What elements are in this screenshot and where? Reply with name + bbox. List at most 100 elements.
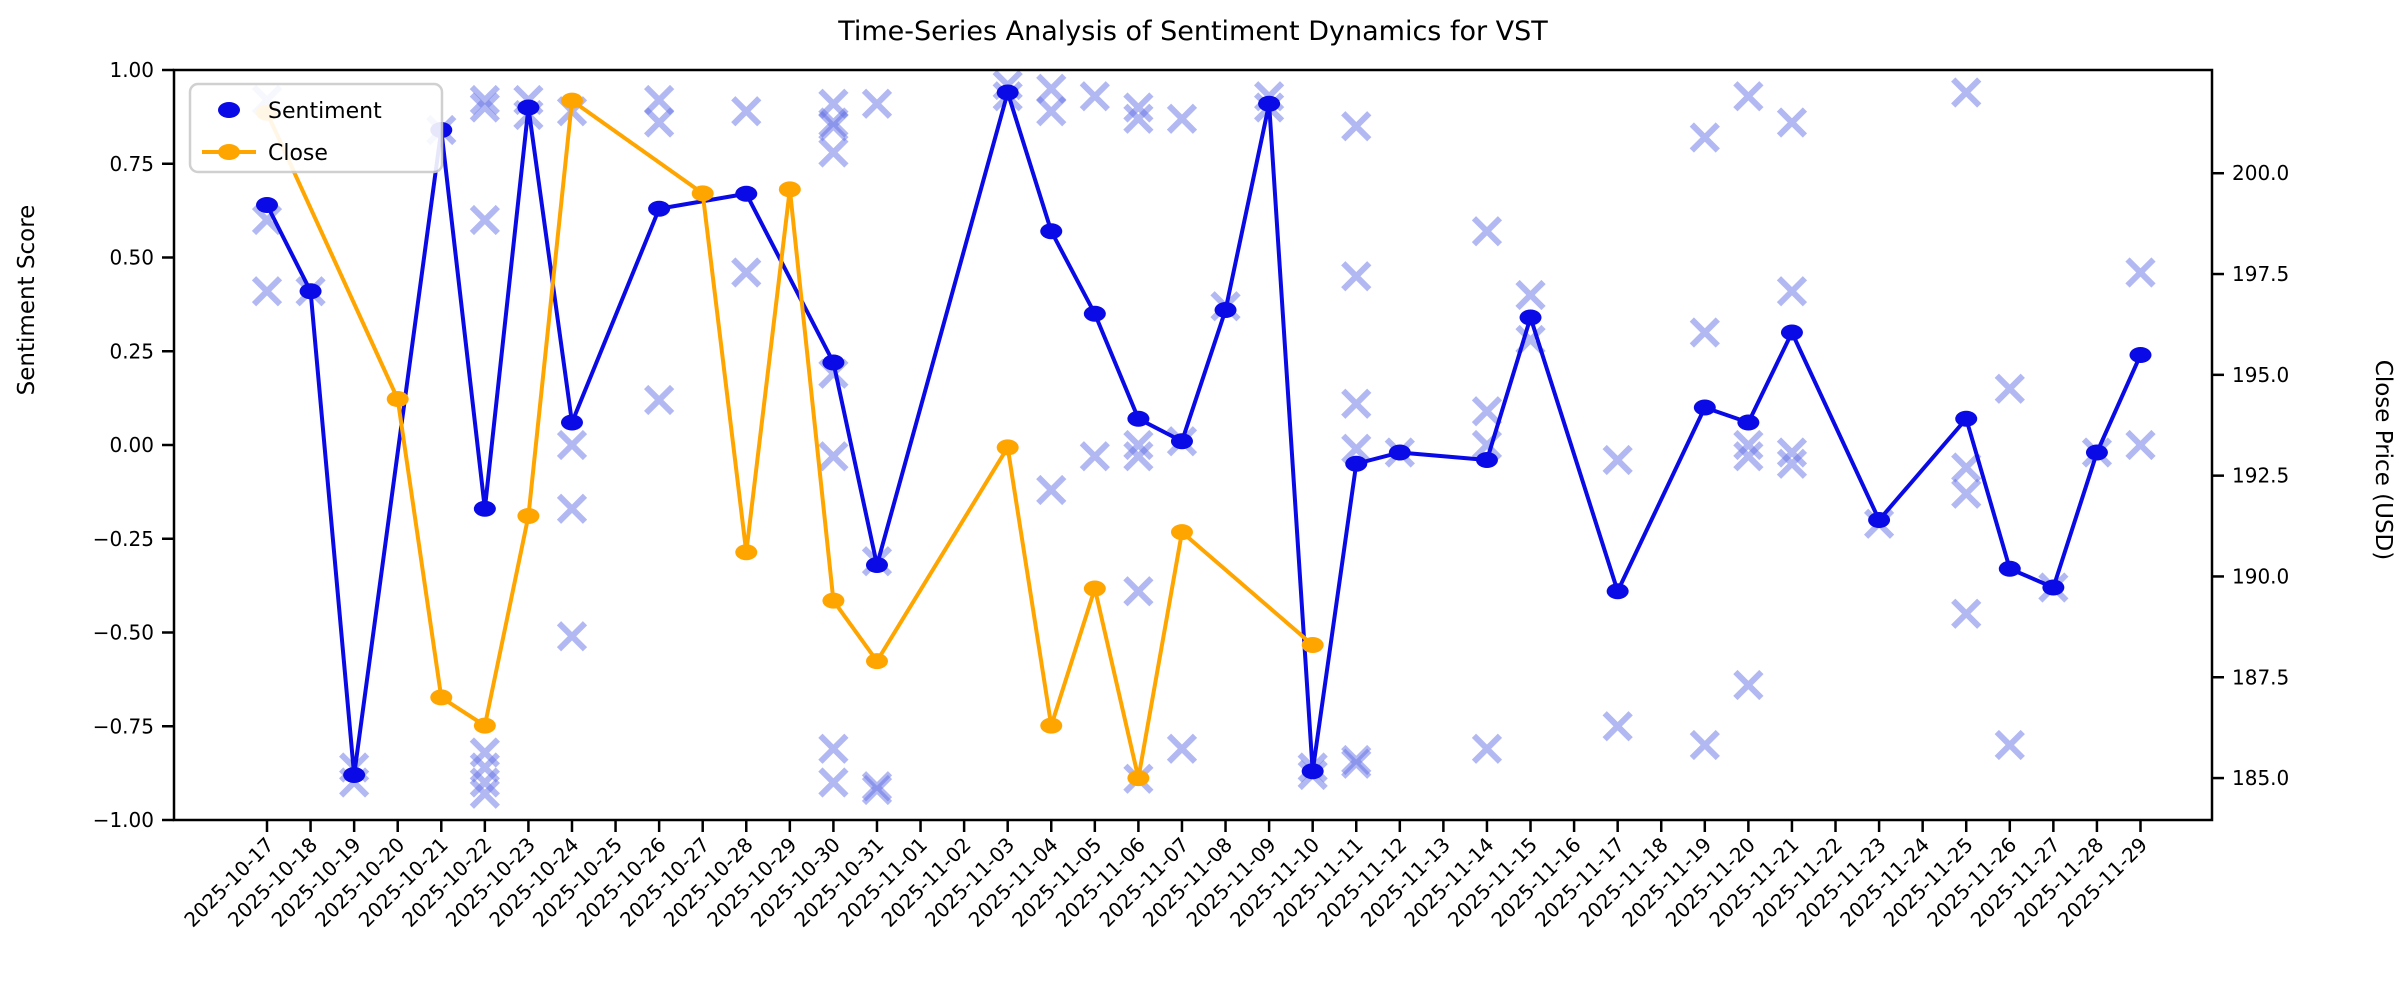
- sentiment-x-mark: [1123, 429, 1154, 461]
- sentiment-x-mark: [1036, 73, 1067, 104]
- sentiment-x-mark: [469, 767, 500, 798]
- sentiment-x-mark: [1123, 103, 1154, 134]
- legend: Sentiment Close: [188, 82, 444, 174]
- close-series-marker: [517, 507, 540, 524]
- sentiment-x-mark: [1471, 216, 1503, 247]
- close-series-marker: [735, 544, 758, 561]
- close-series-marker: [1083, 580, 1106, 597]
- sentiment-x-mark: [1341, 433, 1372, 464]
- sentiment-x-mark: [1079, 441, 1110, 472]
- sentiment-x-mark: [644, 384, 675, 416]
- sentiment-x-mark: [1036, 474, 1067, 506]
- sentiment-x-mark: [1341, 388, 1372, 419]
- y-tick-label-left: 0.00: [109, 433, 154, 457]
- close-series-marker: [865, 653, 888, 670]
- y-tick-label-left: 0.50: [109, 246, 154, 270]
- y-tick-label-right: 197.5: [2232, 262, 2289, 286]
- close-series-marker: [386, 391, 409, 408]
- sentiment-x-mark: [1341, 748, 1372, 779]
- close-series: [256, 92, 1324, 787]
- sentiment-x-mark: [1123, 92, 1154, 123]
- sentiment-series-marker: [1606, 583, 1629, 600]
- plot-border: [172, 68, 2214, 822]
- close-series-marker: [560, 92, 583, 109]
- legend-label: Close: [268, 141, 328, 166]
- sentiment-x-mark: [731, 257, 762, 288]
- sentiment-series-marker: [1519, 309, 1542, 326]
- sentiment-series-marker: [1345, 455, 1368, 472]
- sentiment-series-marker: [1170, 433, 1193, 450]
- y-tick-label-right: 192.5: [2232, 464, 2289, 488]
- sentiment-series-marker: [1868, 512, 1891, 528]
- sentiment-x-mark: [1994, 373, 2025, 404]
- sentiment-series-marker: [517, 99, 540, 116]
- y-tick-label-left: −1.00: [93, 808, 154, 832]
- sentiment-x-mark: [556, 621, 588, 652]
- sentiment-x-mark: [731, 96, 762, 127]
- y-tick-label-right: 200.0: [2232, 161, 2289, 185]
- sentiment-x-mark: [644, 84, 675, 116]
- sentiment-series-marker: [473, 500, 496, 517]
- sentiment-series-marker: [735, 185, 758, 202]
- sentiment-x-mark: [1123, 441, 1154, 472]
- sentiment-x-mark: [1471, 733, 1503, 764]
- sentiment-series-marker: [865, 557, 888, 573]
- sentiment-series-marker: [2085, 444, 2108, 461]
- sentiment-x-mark: [1602, 444, 1633, 476]
- sentiment-series-marker: [1998, 560, 2021, 577]
- sentiment-x-mark: [818, 733, 849, 764]
- sentiment-series-marker: [1388, 444, 1411, 461]
- sentiment-x-mark: [469, 84, 500, 116]
- sentiment-x-mark: [1602, 711, 1633, 742]
- sentiment-x-mark: [1689, 122, 1720, 153]
- legend-label: Sentiment: [268, 99, 382, 124]
- sentiment-x-mark: [1733, 441, 1764, 472]
- y-tick-label-left: 0.75: [109, 152, 154, 176]
- legend-line-dot-icon: [218, 144, 240, 160]
- sentiment-x-mark: [1036, 96, 1067, 127]
- sentiment-x-mark: [1123, 576, 1154, 607]
- sentiment-x-mark: [1776, 276, 1808, 307]
- sentiment-x-mark: [818, 137, 849, 168]
- legend-item-close: Close: [202, 141, 328, 166]
- sentiment-x-mark: [1994, 729, 2025, 761]
- sentiment-series-marker: [1127, 410, 1150, 427]
- sentiment-x-mark: [861, 774, 893, 806]
- close-series-marker: [1040, 717, 1063, 734]
- sentiment-series-marker: [1693, 399, 1716, 416]
- sentiment-x-mark: [1166, 103, 1198, 134]
- close-series-marker: [996, 439, 1019, 456]
- sentiment-x-mark: [1733, 81, 1764, 112]
- sentiment-x-mark: [1951, 598, 1982, 629]
- sentiment-x-mark: [1776, 448, 1808, 479]
- sentiment-x-mark: [1951, 452, 1982, 483]
- sentiment-series-marker: [822, 354, 845, 371]
- y-tick-label-right: 185.0: [2232, 766, 2289, 790]
- close-series-marker: [473, 717, 496, 734]
- sentiment-series-marker: [648, 200, 671, 217]
- y-tick-label-left: −0.75: [93, 714, 154, 738]
- sentiment-x-mark: [469, 778, 500, 809]
- sentiment-x-mark: [818, 767, 849, 798]
- close-series-marker: [822, 592, 845, 609]
- close-series-marker: [1170, 524, 1193, 541]
- sentiment-x-mark: [644, 107, 675, 138]
- sentiment-x-mark: [1166, 733, 1198, 764]
- axes: 1.00 0.75 0.50 0.25 0.00 −0.25 −0.50 −0.75 −1.00…: [93, 58, 2290, 932]
- y-tick-label-left: 0.25: [109, 339, 154, 363]
- sentiment-series-marker: [1083, 305, 1106, 322]
- sentiment-series-marker: [1040, 223, 1063, 240]
- sentiment-x-mark: [818, 441, 849, 472]
- close-series-marker: [1127, 770, 1150, 787]
- sentiment-x-mark: [251, 276, 283, 307]
- close-series-marker: [691, 185, 714, 202]
- y-tick-label-right: 195.0: [2232, 363, 2289, 387]
- sentiment-x-mark: [1471, 396, 1503, 427]
- sentiment-x-mark: [1776, 437, 1808, 468]
- y-axis-label-right: Close Price (USD): [2370, 360, 2396, 560]
- sentiment-series-marker: [1780, 324, 1803, 341]
- sentiment-series: [256, 84, 2152, 783]
- y-axis-label-left: Sentiment Score: [14, 205, 40, 396]
